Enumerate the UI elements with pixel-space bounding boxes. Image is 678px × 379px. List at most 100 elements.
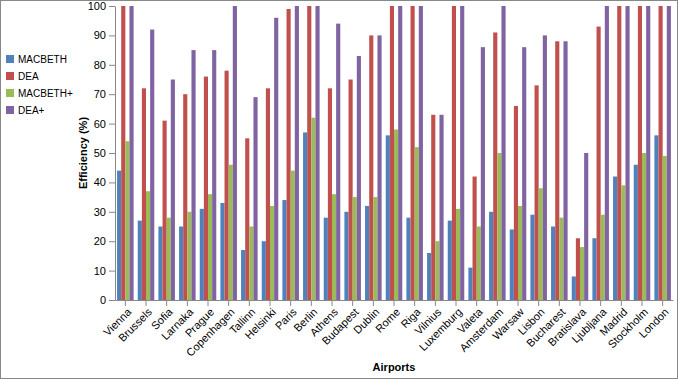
y-tick: 80 [94,59,115,71]
x-tick-mark [414,300,415,306]
chart-border [1,1,678,379]
bar [477,227,481,301]
bar [663,156,667,300]
bar [646,6,650,300]
series [125,118,666,300]
bar [452,6,456,300]
y-tick-mark [109,6,115,7]
x-tick: London [636,300,670,340]
bar [365,206,369,300]
y-tick-label: 100 [88,0,106,12]
y-tick-mark [109,212,115,213]
bar [146,191,150,300]
bar [473,177,477,300]
y-tick: 0 [100,294,115,306]
y-tick-mark [109,271,115,272]
y-tick: 20 [94,235,115,247]
x-tick-mark [497,300,498,306]
bar [129,6,133,300]
bar [448,221,452,300]
bar [266,88,270,300]
y-tick-mark [109,182,115,183]
bars [117,6,671,300]
series [117,132,658,300]
bar [667,6,671,300]
bar [117,171,121,300]
bar [468,268,472,300]
bar [605,6,609,300]
legend: MACBETHDEAMACBETH+DEA+ [6,54,73,116]
series [129,6,670,300]
bar [204,77,208,300]
x-tick-label: Rome [373,306,402,335]
bar [398,6,402,300]
bar [642,153,646,300]
bar [179,227,183,301]
bar [539,188,543,300]
bar [187,212,191,300]
x-tick-mark [373,300,374,306]
bar [572,276,576,300]
x-tick-mark [662,300,663,306]
bar [592,238,596,300]
bar [328,88,332,300]
bar [183,94,187,300]
bar [390,6,394,300]
bar [559,218,563,300]
y-tick-mark [109,65,115,66]
y-tick: 100 [88,0,115,12]
bar [287,9,291,300]
bar [344,212,348,300]
x-tick-mark [146,300,147,306]
bar [369,35,373,300]
bar [253,97,257,300]
bar [167,218,171,300]
bar [121,6,125,300]
bar [377,35,381,300]
bar [225,71,229,300]
legend-item: MACBETH+ [6,88,73,99]
bar [394,129,398,300]
y-tick-label: 60 [94,118,106,130]
bar [613,177,617,300]
x-tick-mark [518,300,519,306]
bar [282,200,286,300]
bar [514,106,518,300]
bar [563,41,567,300]
y-tick: 90 [94,29,115,41]
bar [518,206,522,300]
bar [311,118,315,300]
bar [489,212,493,300]
bar [411,6,415,300]
legend-swatch [6,72,14,80]
bar [357,56,361,300]
legend-label: DEA+ [18,105,45,116]
x-tick-mark [270,300,271,306]
legend-swatch [6,89,14,97]
y-tick-label: 40 [94,176,106,188]
y-tick: 40 [94,176,115,188]
y-tick: 50 [94,147,115,159]
x-axis-title: Airports [373,361,416,373]
x-tick-mark [621,300,622,306]
x-tick: Helsinki [242,300,278,341]
legend-swatch [6,55,14,63]
bar [373,197,377,300]
bar [262,241,266,300]
bar [349,80,353,301]
bar [158,227,162,301]
plot: 0102030405060708090100ViennaBrusselsSofi… [88,0,674,359]
x-tick-label: Copenhagen [184,306,237,359]
bar [142,88,146,300]
y-tick: 60 [94,118,115,130]
y-tick-mark [109,300,115,301]
x-tick-mark [394,300,395,306]
bar [163,121,167,300]
bar [456,209,460,300]
bar [555,41,559,300]
bar [353,197,357,300]
bar [419,6,423,300]
bar [291,171,295,300]
x-tick-mark [187,300,188,306]
bar [617,6,621,300]
